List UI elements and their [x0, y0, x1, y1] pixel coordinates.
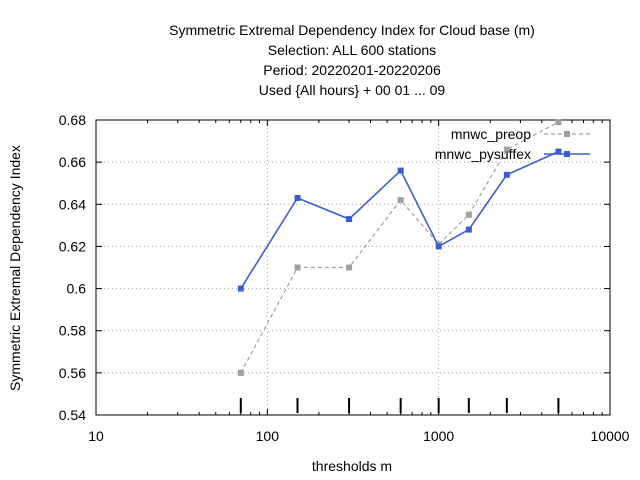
y-tick-label: 0.6 [67, 281, 87, 297]
series-line-mnwc_preop [240, 121, 559, 374]
data-point [503, 171, 510, 178]
data-point [346, 264, 353, 271]
x-axis-label: thresholds m [312, 458, 392, 474]
data-point [465, 226, 472, 233]
x-tick-label: 100 [256, 428, 280, 444]
x-tick-label: 10000 [591, 428, 630, 444]
legend-marker [564, 131, 570, 137]
data-point [237, 369, 244, 376]
data-point [397, 167, 404, 174]
y-tick-label: 0.58 [59, 323, 86, 339]
plot-frame [95, 119, 611, 416]
title-line: Symmetric Extremal Dependency Index for … [169, 22, 535, 38]
x-tick-label: 10 [88, 428, 104, 444]
data-point [435, 243, 442, 250]
y-tick-label: 0.66 [59, 154, 86, 170]
grid [96, 120, 610, 415]
data-point [346, 216, 353, 223]
title-line: Used {All hours} + 00 01 ... 09 [259, 82, 446, 98]
y-tick-label: 0.68 [59, 112, 86, 128]
data-point [397, 197, 404, 204]
data-point [294, 264, 301, 271]
data-point [555, 119, 562, 126]
data-point [237, 285, 244, 292]
legend-marker [564, 151, 570, 157]
data-point [555, 148, 562, 155]
title-line: Period: 20220201-20220206 [263, 62, 441, 78]
y-tick-label: 0.62 [59, 238, 86, 254]
data-point [465, 211, 472, 218]
legend-label: mnwc_pysuffex [435, 146, 531, 162]
y-axis-label: Symmetric Extremal Dependency Index [7, 145, 23, 391]
y-tick-label: 0.56 [59, 365, 86, 381]
y-tick-label: 0.64 [59, 196, 86, 212]
data-point [503, 146, 510, 153]
legend-label: mnwc_preop [451, 126, 531, 142]
title-line: Selection: ALL 600 stations [268, 42, 436, 58]
series-line-mnwc_pysuffex [240, 150, 559, 289]
legend: mnwc_preop mnwc_pysuffex [435, 126, 590, 162]
x-tick-label: 1000 [423, 428, 454, 444]
series [237, 119, 562, 376]
y-tick-label: 0.54 [59, 407, 86, 423]
threshold-markers [239, 398, 560, 413]
data-point [294, 194, 301, 201]
chart-title: Symmetric Extremal Dependency Index for … [169, 22, 535, 98]
axes: 0.54 0.56 0.58 0.6 0.62 0.64 0.66 0.68 10 100 1000… [59, 112, 630, 444]
